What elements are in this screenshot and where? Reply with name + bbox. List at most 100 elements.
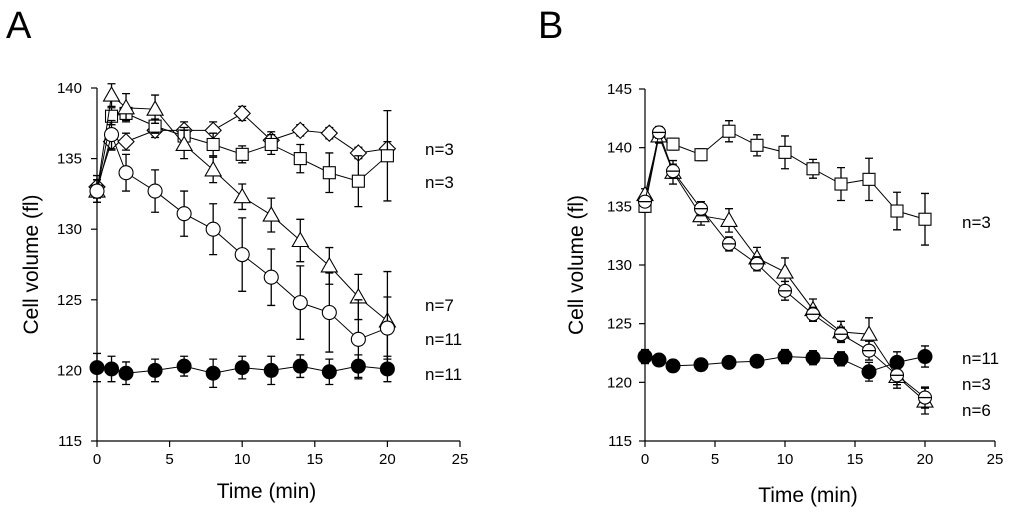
data-point	[694, 148, 708, 162]
data-point	[103, 127, 120, 143]
n-label: n=11	[425, 330, 462, 349]
panel-a: A 115 120 125 130 135 140 0 5 10 15 20 25 Time (min) C…	[6, 5, 468, 503]
data-point	[805, 350, 821, 366]
data-point	[102, 85, 121, 102]
data-point	[778, 145, 792, 159]
y-tick-label: 130	[607, 257, 632, 274]
data-point	[321, 364, 337, 380]
data-point	[146, 100, 165, 116]
data-point	[89, 183, 105, 199]
data-point	[917, 349, 933, 365]
x-tick-label: 0	[641, 451, 649, 468]
data-point	[234, 360, 250, 376]
x-axis-label: Time (min)	[217, 480, 317, 503]
n-label: n=11	[425, 365, 462, 384]
series-square	[638, 120, 932, 246]
panel-b: B 115 120 125 130 135 140 145 0 5 10 15 20 25 Time (mi…	[538, 5, 1003, 507]
data-point	[721, 354, 737, 370]
data-point	[651, 352, 667, 368]
y-tick-label: 140	[607, 140, 632, 157]
data-point	[118, 165, 134, 181]
data-point	[234, 247, 250, 263]
data-point	[693, 357, 709, 373]
data-point	[291, 121, 310, 140]
data-point	[235, 147, 249, 161]
data-point	[292, 358, 308, 374]
data-point	[720, 211, 738, 227]
data-point	[862, 172, 876, 186]
data-point	[749, 353, 765, 369]
series-triangle	[636, 126, 934, 415]
data-point	[637, 349, 653, 365]
data-point	[320, 124, 339, 142]
data-point	[147, 362, 163, 378]
data-point	[147, 183, 163, 199]
y-tick-label: 120	[57, 362, 82, 379]
data-point	[350, 358, 366, 374]
x-tick-label: 10	[777, 451, 794, 468]
x-tick-label: 5	[711, 451, 719, 468]
data-point	[176, 358, 192, 374]
data-point	[175, 135, 194, 152]
y-tick-label: 140	[57, 80, 82, 97]
data-point	[665, 358, 681, 374]
y-axis-label: Cell volume (fl)	[20, 194, 43, 334]
data-point	[233, 104, 251, 123]
n-label: n=3	[962, 375, 991, 394]
data-point	[263, 362, 279, 378]
data-point	[262, 205, 281, 222]
y-tick-label: 145	[607, 81, 632, 98]
y-tick-label: 125	[57, 292, 82, 309]
data-point	[351, 174, 365, 188]
data-point	[176, 206, 192, 222]
data-point	[89, 360, 105, 376]
data-point	[321, 304, 337, 321]
n-label: n=3	[962, 213, 991, 232]
data-point	[104, 361, 120, 377]
x-tick-label: 20	[379, 451, 396, 468]
data-point	[833, 351, 849, 367]
data-point	[117, 98, 135, 115]
data-point	[890, 204, 904, 218]
series-square	[90, 105, 394, 208]
data-point	[861, 364, 877, 380]
data-point	[320, 256, 339, 273]
data-point	[118, 365, 134, 381]
y-tick-label: 125	[607, 316, 632, 333]
data-point	[292, 295, 308, 311]
series-open-circle	[89, 119, 395, 380]
data-point	[291, 231, 310, 248]
data-point	[206, 137, 220, 152]
y-axis-label: Cell volume (fl)	[565, 195, 588, 335]
data-point	[263, 269, 279, 285]
n-label: n=3	[425, 173, 454, 192]
panel-letter: B	[538, 5, 563, 47]
data-point	[379, 361, 395, 377]
data-point	[322, 166, 336, 180]
y-tick-label: 115	[608, 433, 632, 450]
data-point	[293, 152, 307, 166]
x-tick-label: 15	[847, 451, 864, 468]
panel-letter: A	[6, 5, 32, 47]
x-tick-label: 0	[93, 451, 101, 468]
data-point	[380, 149, 394, 163]
x-axis-label: Time (min)	[758, 484, 858, 507]
data-point	[666, 137, 680, 151]
data-point	[233, 187, 252, 204]
y-tick-label: 115	[58, 433, 82, 450]
y-tick-label: 120	[607, 374, 632, 391]
x-tick-label: 5	[165, 451, 173, 468]
data-point	[350, 331, 366, 347]
x-tick-label: 15	[306, 451, 323, 468]
series-filled-circle	[89, 352, 395, 388]
data-point	[204, 160, 223, 177]
data-point	[918, 212, 932, 226]
series-crossed-circle	[637, 125, 933, 409]
n-label: n=7	[425, 296, 454, 315]
y-tick-label: 135	[57, 151, 82, 168]
data-point	[264, 137, 278, 152]
n-label: n=6	[962, 401, 991, 420]
data-point	[205, 221, 221, 237]
n-label: n=11	[962, 349, 999, 368]
